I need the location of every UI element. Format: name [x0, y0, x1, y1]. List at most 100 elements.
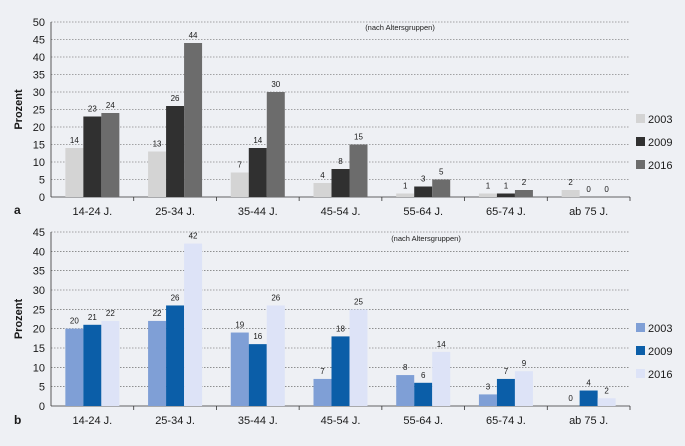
data-label: 22 [106, 309, 115, 318]
y-tick-label: 20 [33, 122, 45, 134]
x-tick-label: 45-54 J. [321, 415, 361, 427]
data-label: 26 [171, 94, 180, 103]
bar-2003-45-54 J. [313, 378, 332, 406]
data-label: 9 [522, 359, 527, 368]
data-label: 1 [403, 182, 408, 191]
bar-2003-55-64 J. [396, 193, 415, 197]
data-label: 1 [504, 182, 509, 191]
data-label: 22 [153, 309, 162, 318]
y-tick-label: 10 [33, 362, 45, 374]
data-label: 21 [88, 313, 97, 322]
legend-swatch-2016 [636, 160, 645, 169]
bar-2003-14-24 J. [65, 148, 84, 197]
panel-label: b [14, 413, 21, 427]
y-tick-label: 10 [33, 157, 45, 169]
data-label: 26 [171, 293, 180, 302]
bar-2009-ab 75 J. [579, 390, 598, 406]
data-label: 42 [189, 232, 198, 241]
x-tick-label: 65-74 J. [486, 415, 526, 427]
bar-2009-14-24 J. [83, 116, 102, 197]
y-tick-label: 25 [33, 304, 45, 316]
legend-swatch-2016 [636, 369, 645, 378]
data-label: 14 [437, 340, 446, 349]
y-tick-label: 40 [33, 52, 45, 64]
data-label: 2 [568, 178, 573, 187]
bar-2003-35-44 J. [230, 172, 249, 197]
data-label: 0 [604, 185, 609, 194]
bar-2009-35-44 J. [248, 148, 267, 197]
bar-2003-25-34 J. [148, 151, 167, 197]
y-tick-label: 15 [33, 140, 45, 152]
y-tick-label: 50 [33, 17, 45, 29]
y-tick-label: 20 [33, 324, 45, 336]
bar-2016-14-24 J. [101, 113, 120, 197]
y-tick-label: 30 [33, 87, 45, 99]
x-tick-label: ab 75 J. [569, 206, 608, 218]
data-label: 5 [439, 168, 444, 177]
chart-annotation: (nach Altersgruppen) [365, 23, 435, 32]
bar-2009-45-54 J. [331, 169, 350, 197]
y-tick-label: 35 [33, 70, 45, 82]
data-label: 14 [253, 136, 262, 145]
data-label: 8 [338, 157, 343, 166]
y-tick-label: 0 [39, 401, 45, 413]
bar-2009-45-54 J. [331, 336, 350, 406]
legend-swatch-2009 [636, 346, 645, 355]
data-label: 3 [486, 382, 491, 391]
data-label: 7 [504, 367, 509, 376]
x-tick-label: 55-64 J. [403, 206, 443, 218]
bar-2003-65-74 J. [478, 193, 497, 197]
data-label: 6 [421, 371, 426, 380]
legend-label: 2009 [648, 137, 672, 149]
legend-swatch-2009 [636, 137, 645, 146]
data-label: 15 [354, 133, 363, 142]
data-label: 24 [106, 101, 115, 110]
data-label: 1 [486, 182, 491, 191]
bar-2016-45-54 J. [349, 144, 368, 197]
x-tick-label: 25-34 J. [155, 206, 195, 218]
bar-2009-25-34 J. [166, 106, 185, 197]
bar-2016-14-24 J. [101, 320, 120, 406]
bar-2016-45-54 J. [349, 309, 368, 406]
chart-annotation: (nach Altersgruppen) [391, 234, 461, 243]
legend-swatch-2003 [636, 114, 645, 123]
bar-2009-55-64 J. [414, 186, 433, 197]
bar-2009-25-34 J. [166, 305, 185, 406]
bar-2009-35-44 J. [248, 344, 267, 406]
y-tick-label: 15 [33, 343, 45, 355]
data-label: 44 [189, 31, 198, 40]
legend-label: 2016 [648, 160, 672, 172]
bar-2016-55-64 J. [432, 179, 451, 197]
bar-2009-14-24 J. [83, 324, 102, 406]
bar-2003-ab 75 J. [561, 190, 580, 197]
data-label: 0 [568, 394, 573, 403]
bar-2003-45-54 J. [313, 183, 332, 197]
bar-2016-55-64 J. [432, 351, 451, 406]
data-label: 26 [271, 293, 280, 302]
x-tick-label: 55-64 J. [403, 415, 443, 427]
data-label: 23 [88, 105, 97, 114]
bar-2016-35-44 J. [266, 92, 285, 197]
panel-label: a [14, 203, 21, 217]
data-label: 25 [354, 297, 363, 306]
y-tick-label: 35 [33, 266, 45, 278]
legend-label: 2003 [648, 323, 672, 335]
data-label: 18 [336, 324, 345, 333]
data-label: 30 [271, 80, 280, 89]
data-label: 4 [320, 171, 325, 180]
bar-2003-55-64 J. [396, 375, 415, 406]
data-label: 16 [253, 332, 262, 341]
bar-2003-14-24 J. [65, 328, 84, 406]
x-tick-label: 35-44 J. [238, 415, 278, 427]
bar-2003-65-74 J. [478, 394, 497, 406]
data-label: 8 [403, 363, 408, 372]
data-label: 2 [604, 386, 609, 395]
legend-label: 2016 [648, 369, 672, 381]
data-label: 0 [586, 185, 591, 194]
x-tick-label: 14-24 J. [72, 415, 112, 427]
bar-2009-65-74 J. [496, 193, 515, 197]
data-label: 13 [153, 140, 162, 149]
x-tick-label: 14-24 J. [72, 206, 112, 218]
